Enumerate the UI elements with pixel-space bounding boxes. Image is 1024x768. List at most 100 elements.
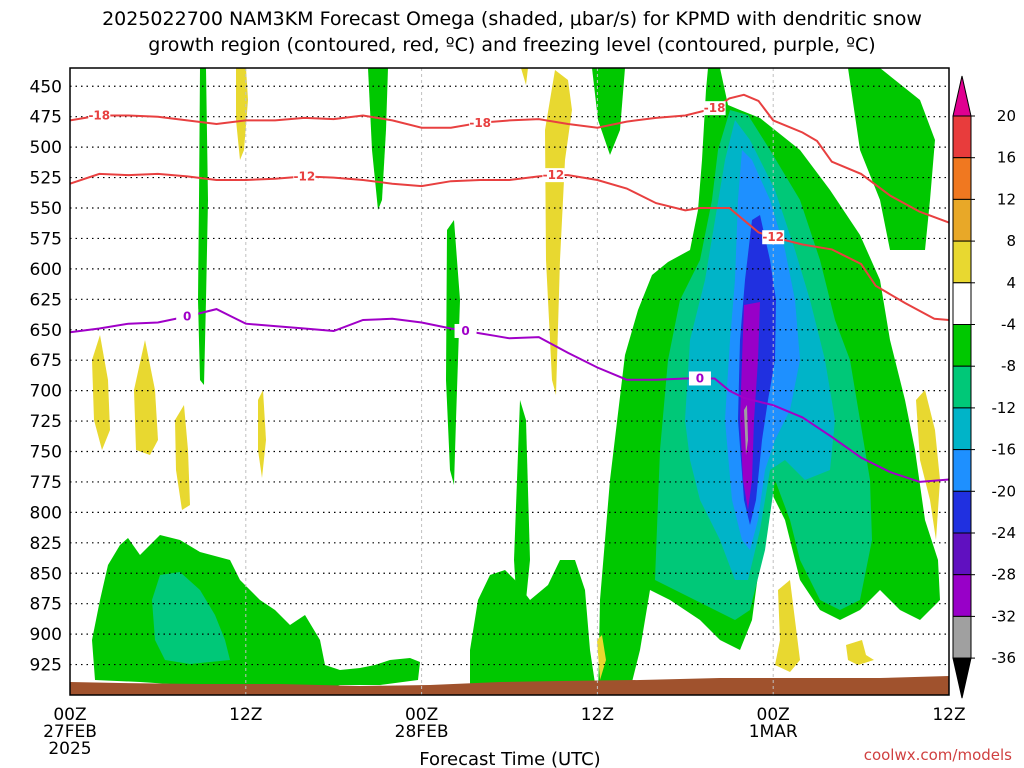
omega-region-yellow-11 xyxy=(597,635,606,680)
y-tick-label: 900 xyxy=(30,625,62,645)
contour-label: 0 xyxy=(183,309,191,323)
contour-label: -12 xyxy=(543,168,565,182)
colorbar-segment xyxy=(952,532,972,576)
contour-label: 0 xyxy=(461,324,469,338)
colorbar-segment xyxy=(952,615,972,659)
colorbar-tick-label: -24 xyxy=(992,524,1017,542)
colorbar-tick-label: -28 xyxy=(992,566,1017,584)
omega-region-green-top-mid xyxy=(592,68,625,155)
y-tick-label: 800 xyxy=(30,503,62,523)
contour-label-bg xyxy=(469,115,492,130)
credit-text: coolwx.com/models xyxy=(864,746,1012,764)
vertical-gridlines xyxy=(245,68,774,695)
x-tick-label: 00Z xyxy=(53,705,86,725)
contour-label-bg xyxy=(688,371,711,386)
y-tick-label: 475 xyxy=(30,108,62,128)
colorbar-tick-label: -8 xyxy=(1001,357,1016,375)
contour-label-bg xyxy=(762,230,785,245)
y-tick-label: 450 xyxy=(30,77,62,97)
y-tick-label: 825 xyxy=(30,534,62,554)
omega-region-teal-lowlevel xyxy=(152,572,230,664)
omega-region-yellow-4 xyxy=(258,390,266,478)
y-tick-label: 850 xyxy=(30,564,62,584)
x-tick-label: 00Z xyxy=(757,705,790,725)
freezing-level-contour xyxy=(70,308,949,483)
omega-region-green-col1 xyxy=(198,68,208,385)
contour-label-bg xyxy=(542,168,565,183)
x-tick-date: 28FEB xyxy=(395,722,449,742)
y-tick-label: 650 xyxy=(30,321,62,341)
contour-label-bg xyxy=(703,101,726,116)
colorbar-segment xyxy=(952,365,972,409)
omega-region-yellow-2 xyxy=(134,340,158,455)
colorbar-segment xyxy=(952,449,972,492)
colorbar-tick-label: -36 xyxy=(992,649,1017,667)
x-tick-label: 12Z xyxy=(229,705,262,725)
x-tick-label: 12Z xyxy=(932,705,965,725)
contour-label: -18 xyxy=(469,116,491,130)
temperature-contours: -18 -18 -18 -12 -12 -12 0 0 0 xyxy=(70,93,949,483)
colorbar-tick-label: -12 xyxy=(992,399,1017,417)
omega-region-green-col2 xyxy=(368,68,388,210)
colorbar-segment xyxy=(952,240,972,284)
y-axis-ticks: 450 475 500 525 550 575 600 625 650 675 700 725 750 7… xyxy=(30,77,62,675)
omega-region-green-col3 xyxy=(446,220,460,485)
y-tick-label: 875 xyxy=(30,595,62,615)
y-tick-label: 525 xyxy=(30,169,62,189)
y-tick-label: 575 xyxy=(30,229,62,249)
chart-title-line1: 2025022700 NAM3KM Forecast Omega (shaded… xyxy=(102,8,922,30)
y-tick-label: 700 xyxy=(30,382,62,402)
colorbar-segment xyxy=(952,157,972,200)
x-tick-label: 12Z xyxy=(581,705,614,725)
omega-region-yellow-9 xyxy=(775,580,800,672)
contour-label: -18 xyxy=(88,108,110,122)
colorbar-tick-label: 4 xyxy=(1006,274,1016,292)
colorbar: 20 16 12 8 4 -4 -8 -12 -16 -20 -24 -28 -32 -36 xyxy=(952,75,1017,699)
omega-region-purple xyxy=(740,302,760,510)
colorbar-segment xyxy=(952,324,972,367)
omega-region-yellow-6 xyxy=(545,70,572,395)
y-tick-label: 725 xyxy=(30,412,62,432)
x-tick-date: 1MAR xyxy=(749,722,798,742)
y-tick-label: 775 xyxy=(30,473,62,493)
contour-label-bg xyxy=(454,323,477,338)
colorbar-tick-label: 8 xyxy=(1006,232,1016,250)
colorbar-tick-label: 12 xyxy=(997,190,1016,208)
y-tick-label: 625 xyxy=(30,290,62,310)
colorbar-segment xyxy=(952,490,972,534)
omega-region-grey-core xyxy=(744,405,748,455)
colorbar-segment xyxy=(952,407,972,451)
y-tick-label: 500 xyxy=(30,138,62,158)
contour-label-bg xyxy=(293,169,316,184)
contour-label: -18 xyxy=(704,101,726,115)
x-axis-label: Forecast Time (UTC) xyxy=(419,749,600,768)
colorbar-tick-label: -4 xyxy=(1001,316,1016,334)
y-tick-label: 925 xyxy=(30,656,62,676)
terrain-fill xyxy=(70,676,949,695)
contour-label-bg xyxy=(88,108,111,123)
x-tick-label: 00Z xyxy=(405,705,438,725)
y-tick-label: 600 xyxy=(30,260,62,280)
colorbar-tick-label: -20 xyxy=(992,482,1017,500)
colorbar-segment xyxy=(952,75,972,117)
omega-region-green-top-right xyxy=(848,68,935,250)
omega-region-yellow-5 xyxy=(236,68,248,160)
colorbar-tick-label: 16 xyxy=(997,149,1016,167)
colorbar-segment xyxy=(952,115,972,159)
contour-label: -12 xyxy=(762,230,784,244)
colorbar-segment xyxy=(952,282,972,325)
colorbar-tick-label: -16 xyxy=(992,441,1017,459)
chart-title-line2: growth region (contoured, red, ºC) and f… xyxy=(148,34,875,56)
x-tick-date: 27FEB xyxy=(43,722,97,742)
omega-region-yellow-8 xyxy=(916,390,940,540)
y-tick-label: 550 xyxy=(30,199,62,219)
colorbar-segment xyxy=(952,198,972,242)
colorbar-segment xyxy=(952,657,972,699)
omega-region-yellow-3 xyxy=(175,405,190,510)
horizontal-gridlines xyxy=(70,85,949,666)
dgz-contour-minus18 xyxy=(70,93,949,224)
contour-label: -12 xyxy=(294,169,316,183)
y-tick-label: 750 xyxy=(30,443,62,463)
